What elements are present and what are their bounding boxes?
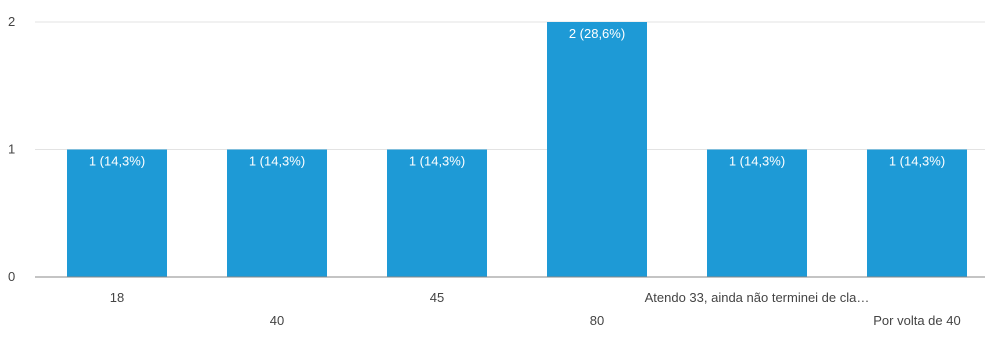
y-tick-label: 0 xyxy=(8,269,15,284)
x-category-label: Por volta de 40 xyxy=(873,313,960,328)
x-category-label: 45 xyxy=(430,290,444,305)
x-category-label: 80 xyxy=(590,313,604,328)
y-tick-label: 2 xyxy=(8,14,15,29)
grid-layer xyxy=(35,21,985,150)
bar-data-label: 2 (28,6%) xyxy=(569,26,625,41)
bar xyxy=(227,149,327,277)
x-category-label: 40 xyxy=(270,313,284,328)
bar-data-label: 1 (14,3%) xyxy=(729,154,785,169)
bar xyxy=(387,149,487,277)
bar-data-label: 1 (14,3%) xyxy=(409,154,465,169)
bar-data-label: 1 (14,3%) xyxy=(889,154,945,169)
bar xyxy=(707,149,807,277)
label-layer: 1 (14,3%) 1 (14,3%) 1 (14,3%) 2 (28,6%) 1 (1… xyxy=(89,26,945,169)
y-tick-label: 1 xyxy=(8,142,15,157)
bar-data-label: 1 (14,3%) xyxy=(89,154,145,169)
bar-layer xyxy=(67,22,967,277)
x-category-label: 18 xyxy=(110,290,124,305)
axis-layer: 0 1 2 18 40 45 80 Atendo 33, ainda não terminei… xyxy=(8,14,985,328)
bar xyxy=(547,22,647,277)
bar xyxy=(67,149,167,277)
bar xyxy=(867,149,967,277)
bar-data-label: 1 (14,3%) xyxy=(249,154,305,169)
x-category-label: Atendo 33, ainda não terminei de cla… xyxy=(645,290,870,305)
